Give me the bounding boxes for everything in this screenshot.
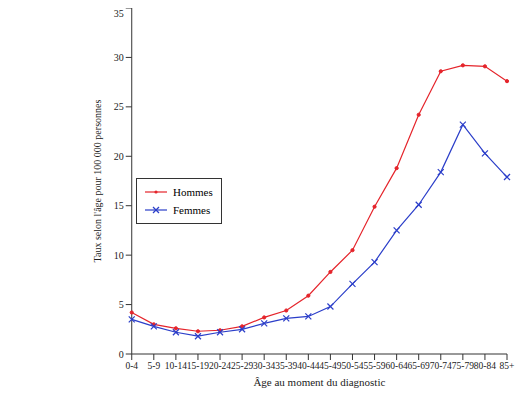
svg-text:10: 10	[114, 250, 124, 261]
svg-text:0: 0	[119, 349, 124, 360]
html-text:Hommes: Hommes	[173, 186, 213, 198]
svg-text:45-49: 45-49	[319, 361, 341, 371]
html-text:Femmes: Femmes	[173, 204, 211, 216]
svg-text:60-64: 60-64	[386, 361, 408, 371]
svg-text:50-54: 50-54	[341, 361, 363, 371]
svg-text:5-9: 5-9	[147, 361, 160, 371]
svg-text:15-19: 15-19	[187, 361, 209, 371]
svg-text:Taux selon l'âge pour 100 000: Taux selon l'âge pour 100 000 personnes	[92, 100, 103, 263]
svg-text:35: 35	[114, 8, 124, 19]
svg-text:25-29: 25-29	[231, 361, 253, 371]
svg-text:25: 25	[114, 101, 124, 112]
svg-text:20: 20	[114, 151, 124, 162]
svg-text:5: 5	[119, 299, 124, 310]
svg-text:15: 15	[114, 200, 124, 211]
svg-text:35-39: 35-39	[275, 361, 297, 371]
svg-text:10-14: 10-14	[165, 361, 187, 371]
svg-text:85+: 85+	[500, 361, 515, 371]
svg-text:0-4: 0-4	[125, 361, 138, 371]
svg-text:55-59: 55-59	[363, 361, 385, 371]
svg-text:20-24: 20-24	[209, 361, 231, 371]
svg-text:65-69: 65-69	[408, 361, 430, 371]
svg-text:Âge au moment du diagnostic: Âge au moment du diagnostic	[253, 376, 385, 388]
svg-text:30: 30	[114, 52, 124, 63]
svg-text:75-79: 75-79	[452, 361, 474, 371]
svg-text:70-74: 70-74	[430, 361, 452, 371]
svg-text:80-84: 80-84	[474, 361, 496, 371]
svg-text:30-34: 30-34	[253, 361, 275, 371]
svg-text:40-44: 40-44	[297, 361, 319, 371]
